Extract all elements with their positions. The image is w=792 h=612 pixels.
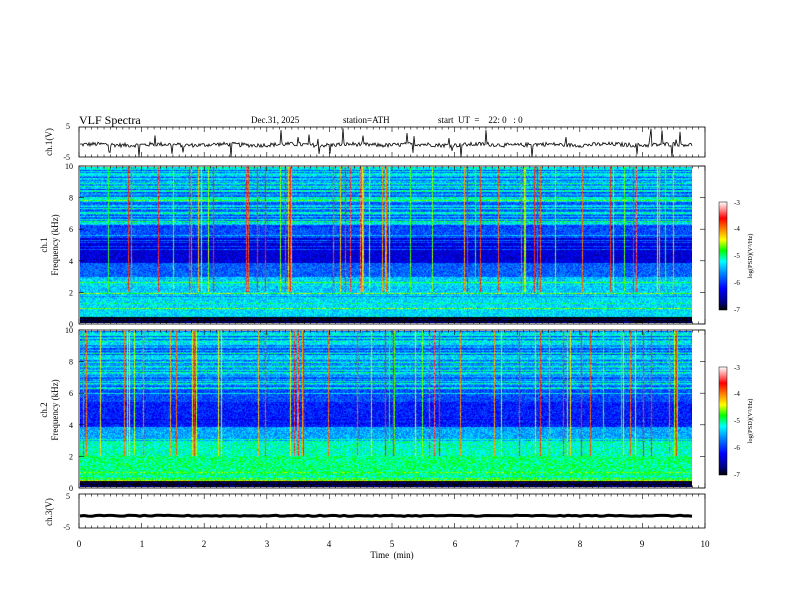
ch1-colorbar-scale [718, 201, 728, 311]
ch3-waveform-ylabel: ch.3(V) [44, 498, 54, 526]
ch2-ytick-label: 2 [69, 452, 73, 461]
ch2-colorbar-label: log(PSD)(V²/Hz) [747, 399, 754, 444]
ch1-spectrogram-panel: 0 2 4 6 8 10 ch.1 Frequency (kHz) [39, 162, 706, 329]
ch1-colorbar-label: log(PSD)(V²/Hz) [747, 234, 754, 279]
xtick-label: 2 [202, 539, 207, 549]
ch1-spectrogram-ylabel-channel: ch.1 [39, 237, 49, 252]
ch2-colorbar-tick: -5 [734, 417, 740, 425]
ch2-spectrogram-ylabel-channel: ch.2 [39, 402, 49, 417]
ch1-colorbar: -3 -4 -5 -6 -7 log(PSD)(V²/Hz) [718, 199, 754, 314]
ch1-colorbar-tick: -6 [734, 279, 740, 287]
date-label: Dec.31, 2025 [251, 115, 300, 125]
ch1-waveform-ylabel: ch.1(V) [44, 128, 54, 156]
xtick-label: 8 [578, 539, 583, 549]
ch1-colorbar-tick: -4 [734, 225, 740, 233]
figure-title: VLF Spectra [79, 113, 141, 127]
ch1-colorbar-tick: -5 [734, 252, 740, 260]
xtick-label: 7 [515, 539, 520, 549]
xtick-label: 9 [640, 539, 645, 549]
xtick-label: 3 [265, 539, 270, 549]
ch3-ytick-top: 5 [66, 492, 70, 501]
ch1-spectrogram-ylabel-frequency: Frequency (kHz) [50, 214, 60, 275]
ch1-waveform-line [79, 128, 693, 158]
time-axis-labels: 0 1 2 3 4 5 6 7 8 9 10 [77, 539, 710, 549]
ch1-ytick-label: 10 [65, 162, 73, 171]
ch1-ytick-label: 0 [69, 320, 73, 329]
ch1-waveform-panel: 5 -5 ch.1(V) [44, 122, 706, 162]
ch2-colorbar-tick: -4 [734, 390, 740, 398]
station-label: station=ATH [343, 115, 390, 125]
ch1-ytick-bottom: -5 [63, 153, 70, 162]
ch2-ytick-label: 4 [69, 421, 73, 430]
start-time-label: start UT = 22: 0 : 0 [438, 115, 523, 125]
ch2-colorbar-tick: -7 [734, 471, 740, 479]
ch3-waveform-line [79, 513, 693, 518]
ch1-ytick-label: 2 [69, 288, 73, 297]
ch2-spectrogram-image [80, 331, 692, 487]
time-axis [78, 127, 706, 528]
ch2-colorbar-tick: -6 [734, 444, 740, 452]
ch3-waveform-panel: 5 -5 ch.3(V) [44, 492, 706, 532]
ch2-spectrogram-ylabel-frequency: Frequency (kHz) [50, 379, 60, 440]
ch3-ytick-bottom: -5 [63, 523, 70, 532]
ch1-ytick-top: 5 [66, 122, 70, 131]
ch3-waveform-frame [78, 493, 706, 529]
ch2-colorbar: -3 -4 -5 -6 -7 log(PSD)(V²/Hz) [718, 364, 754, 479]
xtick-label: 1 [140, 539, 145, 549]
ch2-ytick-label: 0 [69, 484, 73, 493]
xtick-label: 4 [327, 539, 332, 549]
ch2-colorbar-scale [718, 366, 728, 476]
ch2-ytick-label: 8 [69, 358, 73, 367]
ch2-colorbar-tick: -3 [734, 364, 740, 372]
xtick-label: 5 [390, 539, 395, 549]
ch1-colorbar-tick: -7 [734, 306, 740, 314]
xtick-label: 6 [453, 539, 458, 549]
ch2-spectrogram-panel: 0 2 4 6 8 10 ch.2 Frequency (kHz) [39, 326, 706, 493]
ch1-ytick-label: 4 [69, 257, 73, 266]
ch1-ytick-label: 8 [69, 194, 73, 203]
ch2-ytick-label: 6 [69, 389, 73, 398]
xtick-label: 0 [77, 539, 82, 549]
ch1-spectrogram-image [80, 167, 692, 323]
xtick-label: 10 [701, 539, 711, 549]
ch1-colorbar-tick: -3 [734, 199, 740, 207]
xaxis-label: Time (min) [370, 550, 413, 560]
ch1-ytick-label: 6 [69, 225, 73, 234]
ch2-ytick-label: 10 [65, 326, 73, 335]
